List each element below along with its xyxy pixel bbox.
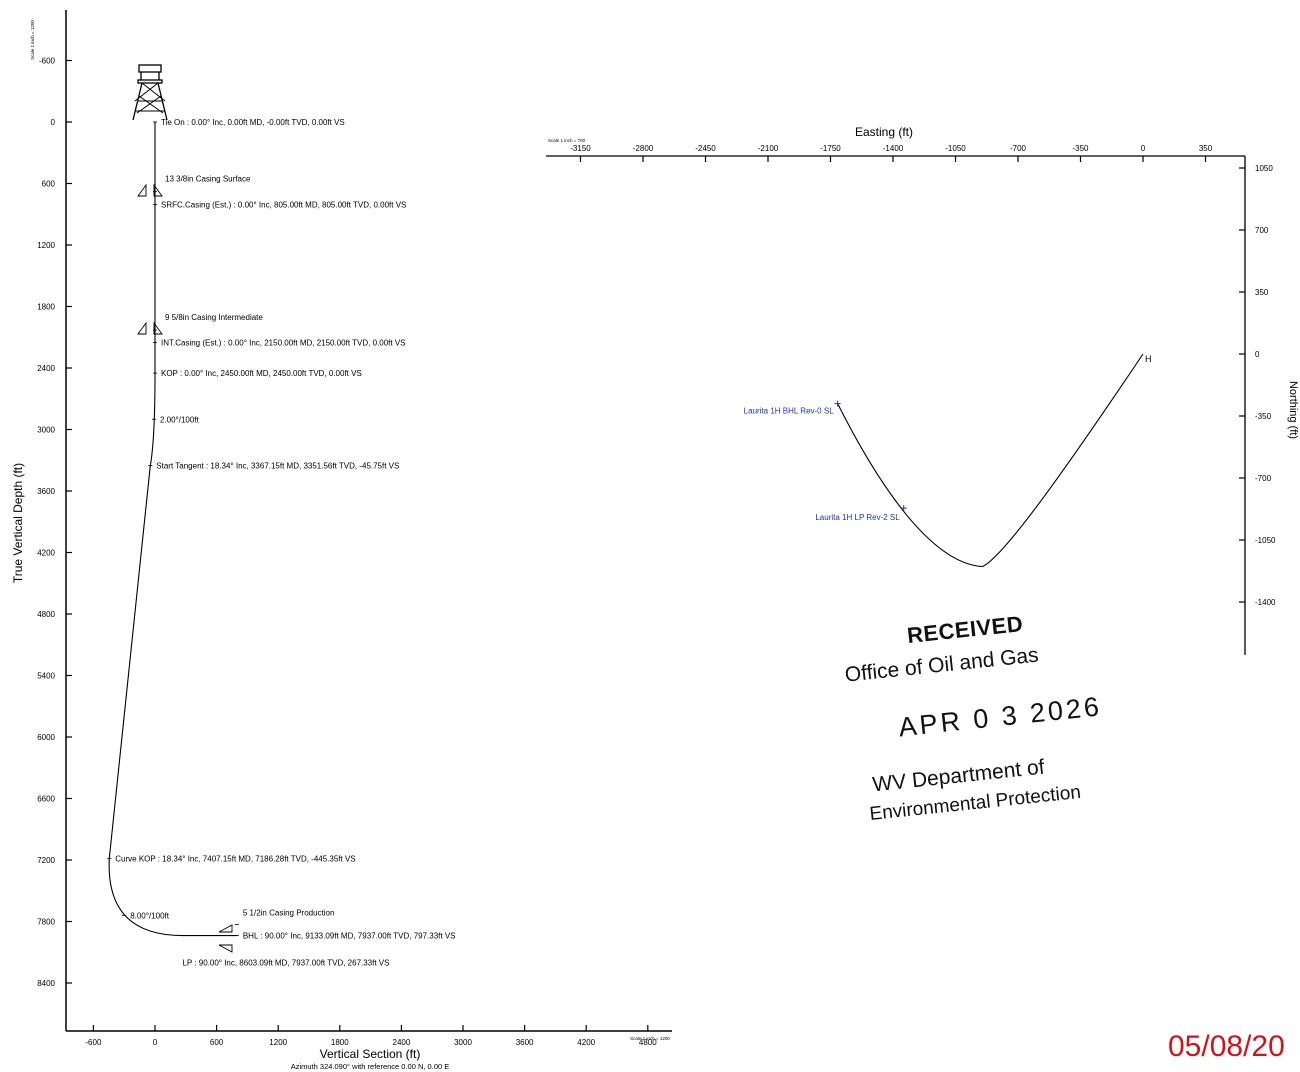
vs-ylabel: True Vertical Depth (ft) [11, 463, 25, 583]
pv-x-tick-label: -700 [1010, 144, 1027, 153]
plan-view-axes [546, 155, 1246, 655]
vs-y-tick-label: 1200 [37, 241, 55, 250]
plan-view-targets: Laurita 1H BHL Rev-0 SL Laurita 1H LP Rev… [744, 400, 907, 522]
page-date: 05/08/20 [1168, 1030, 1285, 1063]
pv-x-tick-label: -1050 [945, 144, 966, 153]
vs-y-tick-label: 8400 [37, 979, 55, 988]
received-stamp: RECEIVED Office of Oil and Gas APR 0 3 2… [828, 600, 1151, 870]
vs-x-tick-label: 600 [210, 1038, 224, 1047]
pv-y-tick-label: 350 [1255, 288, 1269, 297]
pv-scale: Scale 1 inch = 700 [548, 138, 586, 143]
vs-annotation-label: 5 1/2in Casing Production [243, 909, 335, 918]
vs-x-tick-label: 3000 [454, 1038, 472, 1047]
wellbore-path-plan-view [837, 353, 1144, 568]
vs-x-tick-label: 4800 [639, 1038, 657, 1047]
vs-x-tick-label: 1800 [331, 1038, 349, 1047]
pv-xlabel: Easting (ft) [855, 125, 913, 139]
vs-y-tick-label: 7800 [37, 918, 55, 927]
pv-y-tick-label: -1050 [1255, 536, 1276, 545]
vs-y-tick-label: 3600 [37, 487, 55, 496]
vs-annotation-label: 8.00°/100ft [130, 911, 170, 920]
pv-x-tick-label: -2800 [633, 144, 654, 153]
vs-y-tick-label: 2400 [37, 364, 55, 373]
pv-y-tick-label: -700 [1255, 474, 1272, 483]
pv-target-label: Laurita 1H LP Rev-2 SL [815, 513, 900, 522]
vs-y-tick-label: 5400 [37, 672, 55, 681]
stamp-office: Office of Oil and Gas [843, 643, 1040, 687]
vs-x-tick-label: 1200 [269, 1038, 287, 1047]
vs-x-tick-label: 0 [153, 1038, 158, 1047]
vs-x-tick-label: 3600 [516, 1038, 534, 1047]
vs-x-tick-label: -600 [85, 1038, 102, 1047]
casing-markers [137, 183, 233, 953]
vs-scale-left: Scale 1 inch = 1200 [30, 20, 35, 60]
vs-y-tick-label: 4800 [37, 610, 55, 619]
pv-start-label: H [1145, 354, 1152, 364]
vs-y-tick-label: -600 [39, 57, 56, 66]
stamp-date: APR 0 3 2026 [897, 691, 1104, 743]
pv-ylabel: Northing (ft) [1287, 381, 1299, 439]
pv-x-tick-label: 350 [1199, 144, 1213, 153]
vs-y-tick-label: 600 [42, 180, 56, 189]
rig-derrick-icon [132, 64, 168, 121]
vs-y-tick-label: 1800 [37, 303, 55, 312]
pv-x-tick-label: -2450 [695, 144, 716, 153]
pv-target-label: Laurita 1H BHL Rev-0 SL [744, 407, 835, 416]
vs-annotation-label: Tie On : 0.00° Inc, 0.00ft MD, -0.00ft T… [161, 118, 345, 127]
pv-y-tick-label: -1400 [1255, 598, 1276, 607]
vs-annotation-label: BHL : 90.00° Inc, 9133.09ft MD, 7937.00f… [243, 932, 456, 941]
vs-xlabel: Vertical Section (ft) [320, 1047, 421, 1061]
plan-view-ticks: -3150 -2800 -2450 -2100 -1750 -1400 -1050 -700 -… [570, 144, 1276, 607]
vertical-section-annotations: Tie On : 0.00° Inc, 0.00ft MD, -0.00ft T… [107, 118, 456, 968]
vertical-section-chart: -600 0 600 1200 1800 2400 3000 3600 4200 4800 5400… [11, 10, 672, 1071]
vs-annotation-label: SRFC.Casing (Est.) : 0.00° Inc, 805.00ft… [161, 201, 406, 210]
vs-annotation-label: Start Tangent : 18.34° Inc, 3367.15ft MD… [156, 462, 399, 471]
vs-y-tick-label: 3000 [37, 426, 55, 435]
vs-annotation-label: KOP : 0.00° Inc, 2450.00ft MD, 2450.00ft… [161, 369, 362, 378]
pv-x-tick-label: -350 [1072, 144, 1089, 153]
pv-x-tick-label: -3150 [570, 144, 591, 153]
vertical-section-ticks: -600 0 600 1200 1800 2400 3000 3600 4200 4800 5400… [37, 57, 657, 1048]
vertical-section-axes [65, 10, 672, 1032]
vs-xlabel-subtitle: Azimuth 324.090° with reference 0.00 N, … [291, 1062, 450, 1071]
pv-x-tick-label: -2100 [758, 144, 779, 153]
pv-x-tick-label: -1400 [883, 144, 904, 153]
pv-y-tick-label: -350 [1255, 412, 1272, 421]
vs-scale-right: Scale 1 inch = 1200 [630, 1036, 670, 1041]
pv-x-tick-label: -1750 [820, 144, 841, 153]
pv-y-tick-label: 1050 [1255, 164, 1273, 173]
pv-y-tick-label: 0 [1255, 350, 1260, 359]
pv-x-tick-label: 0 [1141, 144, 1146, 153]
vs-y-tick-label: 6600 [37, 795, 55, 804]
vs-y-tick-label: 0 [51, 118, 56, 127]
plan-view-chart: -3150 -2800 -2450 -2100 -1750 -1400 -1050 -700 -… [546, 125, 1299, 655]
vs-annotation-label: LP : 90.00° Inc, 8603.09ft MD, 7937.00ft… [182, 959, 389, 968]
vs-annotation-label: INT.Casing (Est.) : 0.00° Inc, 2150.00ft… [161, 338, 406, 347]
vs-annotation-label: Curve KOP : 18.34° Inc, 7407.15ft MD, 71… [115, 855, 355, 864]
vs-y-tick-label: 7200 [37, 856, 55, 865]
wellbore-path-vertical-section [108, 122, 237, 937]
vs-annotation-label: 2.00°/100ft [160, 415, 200, 424]
vs-annotation-label: 9 5/8in Casing Intermediate [165, 313, 263, 322]
vs-y-tick-label: 6000 [37, 733, 55, 742]
vs-annotation-label: 13 3/8in Casing Surface [165, 175, 251, 184]
vs-x-tick-label: 2400 [393, 1038, 411, 1047]
vs-x-tick-label: 4200 [577, 1038, 595, 1047]
pv-y-tick-label: 700 [1255, 226, 1269, 235]
vs-y-tick-label: 4200 [37, 549, 55, 558]
